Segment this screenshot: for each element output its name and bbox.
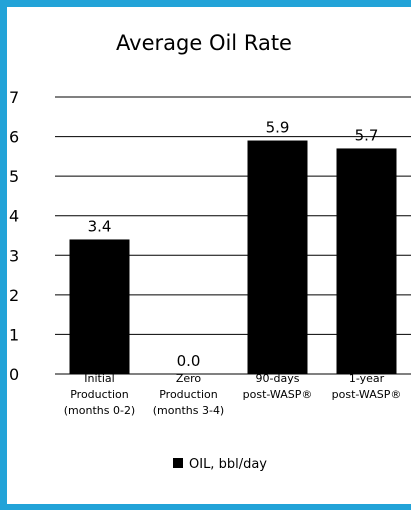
category-label: Zero [176, 372, 202, 385]
value-label: 0.0 [177, 352, 201, 370]
y-tick-label: 1 [9, 325, 19, 344]
category-label: Production [70, 388, 129, 401]
bar [336, 148, 397, 374]
value-label: 3.4 [88, 217, 112, 235]
legend-swatch [173, 458, 183, 468]
category-label: Initial [84, 372, 114, 385]
bars [69, 140, 397, 374]
category-label: 90-days [256, 372, 300, 385]
y-tick-label: 7 [9, 88, 19, 107]
legend-label: OIL, bbl/day [189, 457, 267, 472]
legend: OIL, bbl/day [173, 457, 267, 472]
y-tick-label: 6 [9, 128, 19, 147]
y-tick-label: 5 [9, 167, 19, 186]
y-tick-label: 3 [9, 246, 19, 265]
category-label: post-WASP® [332, 388, 402, 401]
category-label: 1-year [349, 372, 385, 385]
bar [69, 239, 130, 374]
category-label: post-WASP® [243, 388, 313, 401]
y-tick-label: 4 [9, 207, 19, 226]
y-tick-label: 0 [9, 365, 19, 384]
chart-title: Average Oil Rate [116, 31, 292, 55]
category-label: Production [159, 388, 218, 401]
y-tick-label: 2 [9, 286, 19, 305]
value-labels: 3.4 0.0 5.9 5.7 [88, 119, 379, 370]
y-axis-ticks: 0 1 2 3 4 5 6 7 [9, 88, 19, 384]
value-label: 5.7 [355, 126, 379, 144]
category-label: (months 3-4) [153, 404, 224, 417]
value-label: 5.9 [266, 119, 290, 137]
bar-chart: Average Oil Rate 0 1 2 3 4 5 6 7 3.4 0.0 5.9 5.7 I… [9, 31, 411, 472]
bar [247, 140, 308, 374]
category-labels: Initial Production (months 0-2) Zero Product… [64, 372, 402, 417]
category-label: (months 0-2) [64, 404, 135, 417]
